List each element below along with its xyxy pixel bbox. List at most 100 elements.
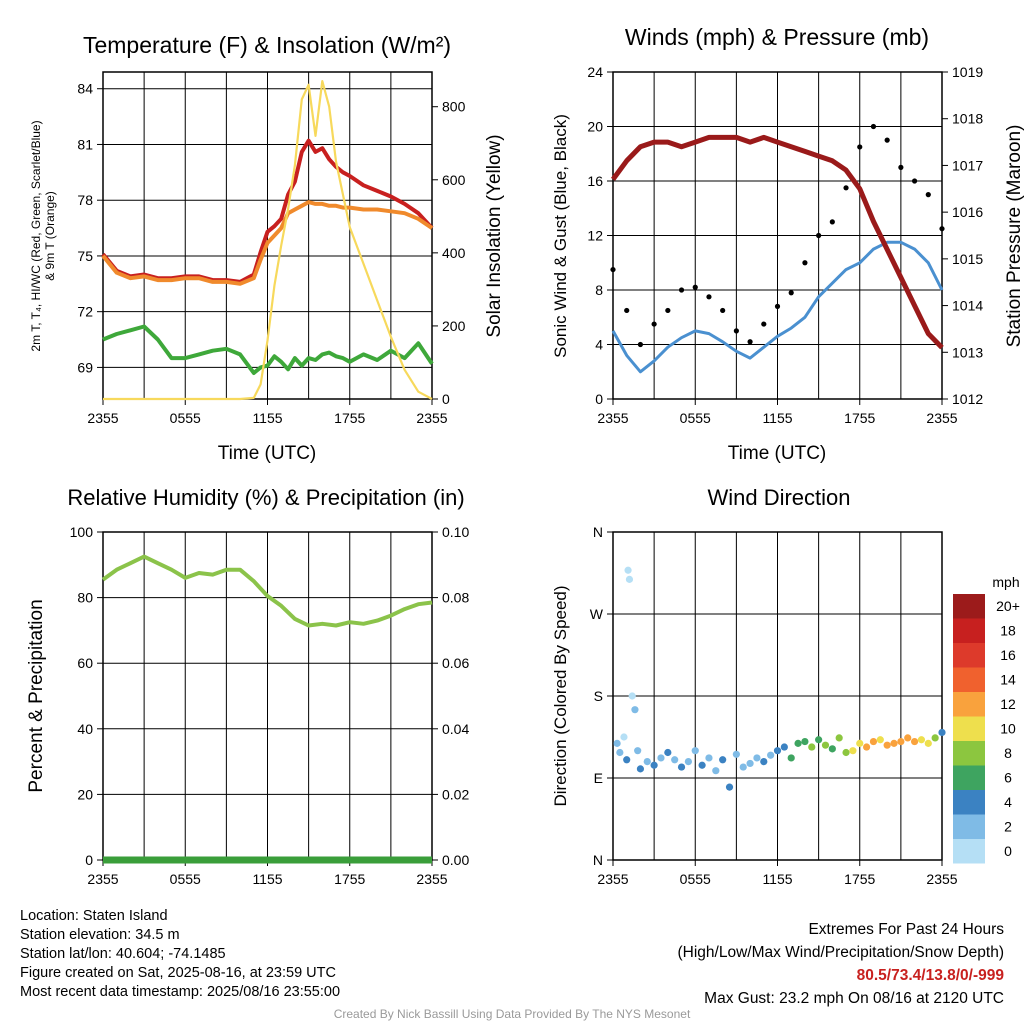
wdir-point bbox=[719, 756, 727, 764]
wind-gust-point bbox=[829, 219, 835, 225]
wdir-plot-area bbox=[612, 531, 943, 866]
rh-ytick-label: 40 bbox=[77, 721, 93, 737]
temp-xtick-label: 1755 bbox=[334, 410, 365, 426]
temp-ytick-right-label: 600 bbox=[442, 172, 466, 188]
wind-ytick-right-label: 1013 bbox=[952, 344, 983, 360]
wdir-point bbox=[917, 736, 926, 744]
rh-chart-title: Relative Humidity (%) & Precipitation (i… bbox=[67, 485, 464, 510]
station-info: Location: Staten Island Station elevatio… bbox=[20, 907, 340, 1002]
wind-gust-point bbox=[857, 144, 863, 150]
wind-plot-area bbox=[612, 71, 943, 405]
wind-gust-point bbox=[939, 226, 945, 232]
wind-x-axis-label: Time (UTC) bbox=[728, 443, 827, 464]
wdir-point bbox=[625, 575, 634, 583]
wdir-point bbox=[856, 739, 864, 747]
wdir-point bbox=[821, 741, 830, 749]
wdir-point bbox=[801, 737, 809, 746]
wdir-point bbox=[620, 733, 628, 741]
temp-y-axis-label-line: 2m T, T₄, HI/WC (Red, Green, Scarlet/Blu… bbox=[29, 120, 43, 351]
wind-ytick-label: 8 bbox=[595, 282, 603, 298]
figure-created: Figure created on Sat, 2025-08-16, at 23… bbox=[20, 965, 336, 981]
wdir-point bbox=[712, 767, 720, 775]
wdir-point bbox=[698, 761, 706, 769]
colorbar-tick-label: 4 bbox=[1004, 794, 1012, 810]
wdir-point bbox=[616, 748, 624, 757]
wind-gust-point bbox=[720, 307, 726, 314]
colorbar-swatch bbox=[953, 741, 985, 766]
max-gust: Max Gust: 23.2 mph On 08/16 at 2120 UTC bbox=[704, 990, 1004, 1007]
wdir-ytick-label: N bbox=[593, 524, 603, 540]
temp-x-axis-label: Time (UTC) bbox=[218, 443, 317, 464]
wind-gust-point bbox=[624, 307, 630, 314]
wdir-xtick-label: 2355 bbox=[926, 871, 957, 887]
wdir-xtick-label: 1155 bbox=[762, 871, 792, 887]
colorbar-swatch bbox=[953, 790, 985, 815]
wdir-point bbox=[623, 756, 631, 764]
wind-gust-point bbox=[802, 260, 808, 266]
wdir-xtick-label: 1755 bbox=[844, 871, 875, 887]
wind-gust-point bbox=[788, 290, 794, 296]
wdir-point bbox=[677, 763, 686, 771]
temp-series-9m-t bbox=[101, 200, 434, 286]
wind-ytick-label: 20 bbox=[587, 119, 603, 135]
rh-ytick-right-label: 0.08 bbox=[442, 590, 469, 606]
wdir-point bbox=[890, 739, 898, 747]
temp-xtick-label: 1155 bbox=[252, 410, 282, 426]
rh-plot-area bbox=[102, 531, 433, 866]
wdir-point bbox=[760, 758, 768, 766]
wdir-point bbox=[931, 734, 939, 742]
wind-gust-point bbox=[678, 287, 685, 293]
wdir-point bbox=[746, 759, 754, 768]
wind-xtick-label: 2355 bbox=[597, 410, 628, 426]
wind-ytick-label: 16 bbox=[587, 173, 603, 189]
wind-series-sonic-wind bbox=[611, 240, 944, 374]
wdir-point bbox=[863, 743, 871, 751]
colorbar-tick-label: 18 bbox=[1000, 623, 1016, 639]
rh-ytick-right-label: 0.02 bbox=[442, 786, 469, 802]
wdir-ytick-label: N bbox=[593, 852, 603, 868]
wdir-point bbox=[773, 747, 782, 755]
colorbar-swatch bbox=[953, 765, 985, 790]
colorbar-swatch bbox=[953, 839, 985, 864]
colorbar-swatch bbox=[953, 716, 985, 741]
wdir-point bbox=[624, 566, 632, 574]
temp-series-insolation bbox=[103, 79, 433, 401]
colorbar-title: mph bbox=[992, 574, 1019, 590]
wind-ytick-right-label: 1019 bbox=[952, 64, 983, 80]
wdir-xtick-label: 2355 bbox=[597, 871, 628, 887]
wdir-point bbox=[904, 734, 912, 742]
wdir-point bbox=[613, 739, 621, 747]
colorbar-tick-label: 10 bbox=[1000, 721, 1016, 737]
wdir-point bbox=[938, 728, 946, 737]
colorbar-tick-label: 20+ bbox=[996, 598, 1020, 614]
wind-gust-point bbox=[665, 307, 671, 314]
temp-ytick-label: 78 bbox=[77, 192, 93, 208]
rh-xtick-label: 0555 bbox=[170, 871, 201, 887]
wdir-point bbox=[753, 754, 761, 762]
colorbar-tick-label: 14 bbox=[1000, 672, 1016, 688]
extremes-subtitle: (High/Low/Max Wind/Precipitation/Snow De… bbox=[677, 944, 1005, 961]
rh-xtick-label: 1155 bbox=[252, 871, 282, 887]
wind-xtick-label: 1755 bbox=[844, 410, 875, 426]
rh-ytick-label: 60 bbox=[77, 655, 93, 671]
wdir-point bbox=[705, 754, 713, 762]
colorbar-swatch bbox=[953, 814, 985, 839]
extremes-values: 80.5/73.4/13.8/0/-999 bbox=[856, 967, 1004, 984]
wind-gust-point bbox=[706, 294, 712, 300]
rh-xtick-label: 2355 bbox=[87, 871, 118, 887]
temp-ytick-label: 75 bbox=[77, 248, 93, 264]
wdir-point bbox=[664, 748, 672, 757]
wind-chart-title: Winds (mph) & Pressure (mb) bbox=[625, 24, 929, 50]
wind-y-axis-label: Sonic Wind & Gust (Blue, Black) bbox=[551, 114, 570, 358]
temp-plot-area bbox=[102, 71, 433, 405]
wind-gust-point bbox=[774, 303, 781, 309]
wind-gust-point bbox=[761, 321, 767, 327]
colorbar-tick-label: 8 bbox=[1004, 745, 1012, 761]
wdir-chart-title: Wind Direction bbox=[707, 485, 850, 510]
wdir-point bbox=[835, 734, 843, 742]
temp-chart-title: Temperature (F) & Insolation (W/m²) bbox=[83, 32, 451, 58]
wdir-point bbox=[869, 737, 878, 746]
colorbar-swatch bbox=[953, 594, 985, 619]
rh-ytick-label: 20 bbox=[77, 786, 93, 802]
